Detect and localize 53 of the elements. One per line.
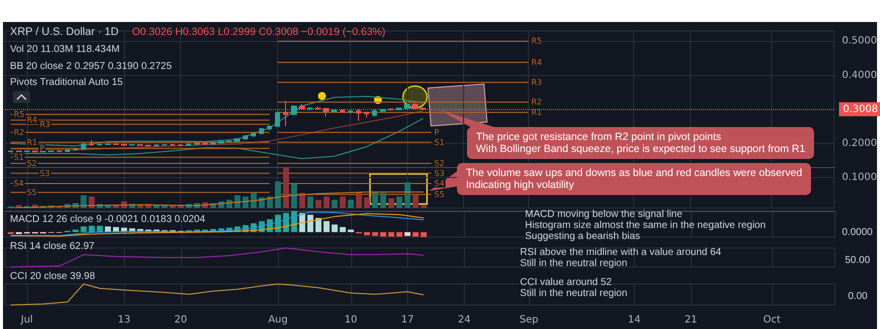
series-label: R2 — [531, 98, 542, 107]
text: 0.0000 — [842, 227, 873, 238]
x-tick-label: Oct — [763, 314, 781, 326]
y-tick-label: 0.1000 — [842, 172, 878, 183]
series-label: S5 — [434, 190, 444, 199]
text: CCI 20 close 39.98 — [10, 271, 96, 282]
annotation: Vol 20 11.03M 118.434M — [10, 44, 120, 55]
annotation: RSI 14 close 62.97 — [10, 241, 94, 252]
annotation: XRP / U.S. Dollar · 1D — [10, 26, 119, 38]
x-tick-label: 24 — [458, 314, 471, 326]
annotation: MACD 12 26 close 9 -0.0021 0.0183 0.0204 — [10, 214, 206, 225]
x-tick-label: 21 — [684, 314, 698, 326]
annotation: The volume saw ups and downs as blue and red candles were observed Indicating high volatility — [457, 163, 812, 195]
text: 50.00 — [845, 255, 870, 266]
x-tick-label: Aug — [268, 314, 288, 326]
series-label: P — [434, 128, 440, 137]
series-label: R5 — [14, 110, 24, 119]
series-label: S5 — [26, 188, 37, 197]
annotation: RSI above the midline with a value around 64 Still in the neutral region — [520, 247, 722, 269]
series-label: R1 — [26, 138, 38, 147]
y-tick-label: 0.5000 — [842, 36, 878, 47]
series-label: S3 — [434, 168, 444, 178]
series-label: S3 — [40, 168, 50, 178]
series-label: R4 — [26, 116, 38, 125]
series-label: S2 — [434, 158, 444, 168]
x-tick-label: 13 — [118, 314, 130, 326]
y-tick-label: 0.4000 — [842, 70, 878, 81]
annotation: BB 20 close 2 0.2957 0.3190 0.2725 — [10, 61, 172, 72]
y-tick-label: 0.2000 — [842, 138, 878, 149]
annotation: CCI value around 52 Still in the neutral region — [520, 277, 628, 299]
text: 0.00 — [848, 291, 868, 302]
ref-line-label: 0.3008 — [843, 104, 878, 115]
x-tick-label: Sep — [520, 314, 538, 326]
series-label: R3 — [531, 78, 542, 87]
annotation: Pivots Traditional Auto 15 — [10, 77, 123, 88]
x-tick-label: 14 — [628, 314, 641, 326]
series-label: S1 — [14, 152, 24, 162]
annotation: The price got resistance from R2 point in pivot points With Bollinger Band squeeze, price is expected to see support from R1 — [467, 127, 814, 159]
annotation: O0.3026 H0.3063 L0.2999 C0.3008 −0.0019 (−0.63%) — [132, 26, 386, 38]
series-label: S4 — [14, 178, 24, 188]
series-label: S4 — [434, 178, 444, 188]
series-label: R4 — [531, 58, 542, 67]
series-label: R3 — [40, 120, 50, 129]
x-tick-label: 20 — [174, 314, 188, 326]
annotation: MACD moving below the signal line Histogram size almost the same in the negative region Suggesting a bearish bias — [525, 209, 766, 242]
x-tick-label: 10 — [344, 314, 358, 326]
x-tick-label: 17 — [401, 314, 414, 326]
series-label: S1 — [434, 138, 444, 147]
series-label: R2 — [14, 128, 24, 137]
series-label: S2 — [26, 158, 37, 168]
series-label: P — [40, 144, 45, 153]
x-tick-label: Jul — [20, 314, 33, 326]
series-label: R5 — [531, 36, 542, 46]
